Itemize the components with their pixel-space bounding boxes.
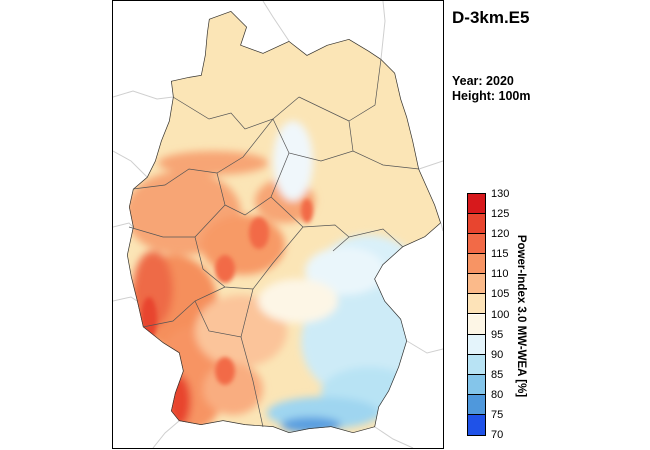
state-borders: [128, 58, 420, 428]
colorbar-tick-label: 105: [491, 288, 510, 301]
colorbar-cell: [468, 274, 485, 295]
colorbar-cell: [468, 334, 485, 355]
germany-map: [113, 1, 443, 448]
colorbar-tick-label: 95: [491, 328, 504, 341]
colorbar-cell: [468, 314, 485, 335]
colorbar-tick-label: 75: [491, 408, 504, 421]
colorbar-label: Power-Index 3.0 MW-WEA [%]: [515, 234, 527, 398]
colorbar-cell: [468, 374, 485, 395]
map-panel: [112, 0, 444, 449]
colorbar-tick-label: 110: [491, 268, 509, 281]
year-label: Year: 2020: [452, 74, 514, 88]
colorbar-cell: [468, 254, 485, 275]
colorbar-tick-label: 70: [491, 429, 504, 441]
colorbar-tick-label: 80: [491, 388, 504, 401]
colorbar-cell: [468, 234, 485, 255]
colorbar-tick-label: 120: [491, 228, 510, 241]
power-index-field: [127, 11, 441, 433]
map-title: D-3km.E5: [452, 8, 530, 27]
colorbar-tick-label: 100: [491, 308, 510, 321]
neighbor-borders: [113, 1, 443, 448]
colorbar-cell: [468, 194, 485, 215]
colorbar-cell: [468, 354, 485, 375]
height-label: Height: 100m: [452, 89, 531, 103]
colorbar-tick-label: 85: [491, 368, 504, 381]
colorbar-tick-label: 90: [491, 348, 504, 361]
colorbar-tick-label: 125: [491, 208, 510, 221]
colorbar-cell: [468, 214, 485, 235]
colorbar-cell: [468, 294, 485, 315]
colorbar-cell: [468, 414, 485, 435]
colorbar-cell: [468, 394, 485, 415]
colorbar-tick-label: 115: [491, 248, 509, 261]
colorbar: [467, 193, 486, 436]
colorbar-tick-label: 130: [491, 188, 510, 200]
